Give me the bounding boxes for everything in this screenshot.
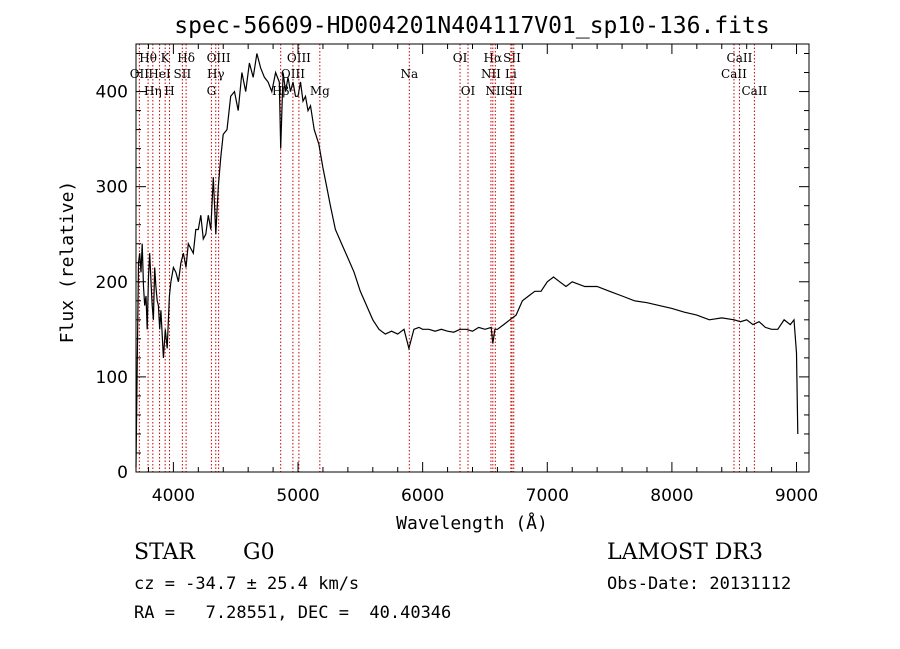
line-label: SII: [505, 84, 523, 98]
x-tick-label: 4000: [152, 486, 195, 506]
line-label: NII: [485, 84, 505, 98]
line-label: HeI: [148, 67, 171, 81]
line-label: CaII: [741, 84, 767, 98]
line-label: Li: [505, 67, 517, 81]
line-label: Mg: [310, 84, 330, 98]
obs-date: Obs-Date: 20131112: [607, 574, 792, 594]
line-label: OIII: [207, 51, 231, 65]
line-label: Na: [400, 67, 418, 81]
line-label: OI: [453, 51, 468, 65]
x-tick-label: 8000: [650, 486, 693, 506]
object-subclass: G0: [243, 540, 275, 565]
line-label: SII: [503, 51, 521, 65]
axis-ticks: 4000 5000 6000 7000 8000 9000 0 100 200 300 400: [96, 44, 818, 506]
x-tick-label: 7000: [526, 486, 569, 506]
line-label: H: [164, 84, 174, 98]
survey-name: LAMOST DR3: [607, 540, 763, 565]
y-tick-label: 100: [96, 368, 128, 388]
y-tick-label: 300: [96, 178, 128, 198]
line-label: Hη: [144, 84, 162, 98]
line-label: SII: [174, 67, 192, 81]
line-label: OII: [130, 67, 150, 81]
x-tick-label: 5000: [276, 486, 319, 506]
line-label: Hα: [484, 51, 503, 65]
object-class: STAR: [134, 540, 195, 565]
line-label: OI: [461, 84, 476, 98]
line-label: CaII: [727, 51, 753, 65]
line-label: Hδ: [177, 51, 195, 65]
ra-dec: RA = 7.28551, DEC = 40.40346: [134, 603, 452, 623]
redshift-cz: cz = -34.7 ± 25.4 km/s: [134, 574, 360, 594]
line-label: K: [161, 51, 171, 65]
spectrum-line: [135, 53, 799, 468]
y-axis-label: Flux (relative): [57, 181, 78, 344]
y-tick-label: 400: [96, 83, 128, 103]
x-tick-label: 6000: [401, 486, 444, 506]
line-label: NII: [481, 67, 501, 81]
x-axis-label: Wavelength (Å): [396, 512, 548, 534]
line-label: G: [207, 84, 217, 98]
line-label: OIII: [281, 67, 305, 81]
chart-title: spec-56609-HD004201N404117V01_sp10-136.f…: [174, 13, 769, 39]
line-label: Hθ: [139, 51, 157, 65]
x-tick-label: 9000: [775, 486, 818, 506]
line-label: OIII: [287, 51, 311, 65]
plot-frame: [135, 43, 810, 473]
y-tick-label: 200: [96, 273, 128, 293]
line-label: CaII: [721, 67, 747, 81]
y-tick-label: 0: [117, 463, 128, 483]
line-label: Hγ: [207, 67, 225, 81]
